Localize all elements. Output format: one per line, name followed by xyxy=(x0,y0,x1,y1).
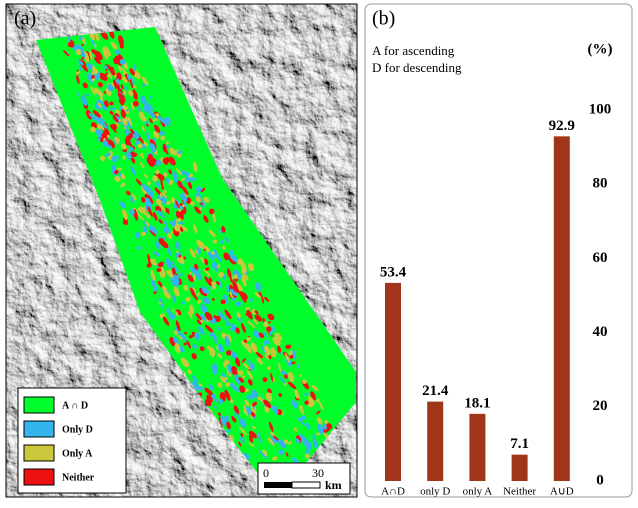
bar xyxy=(385,283,401,481)
value-label: 7.1 xyxy=(510,436,529,452)
value-label: 21.4 xyxy=(422,383,449,399)
panel-label: (a) xyxy=(14,8,36,30)
legend-swatch xyxy=(24,397,54,413)
legend-label: Only A xyxy=(62,448,93,459)
y-tick-label: 80 xyxy=(593,176,608,192)
y-unit: (%) xyxy=(588,41,613,57)
y-tick-label: 0 xyxy=(596,472,604,488)
x-tick-label: Neither xyxy=(503,486,536,498)
scale-label: 30 xyxy=(312,466,324,480)
panel-label: (b) xyxy=(372,8,395,30)
legend-label: Only D xyxy=(62,424,93,435)
legend-label: A ∩ D xyxy=(62,400,88,411)
bar xyxy=(469,414,485,481)
bar xyxy=(512,455,528,481)
legend-swatch xyxy=(24,469,54,485)
y-tick-label: 60 xyxy=(593,250,608,266)
value-label: 92.9 xyxy=(549,118,575,134)
scale-label: 0 xyxy=(263,466,269,480)
scale-bar xyxy=(264,482,292,488)
figure: (a) A ∩ D Only D Only A Neither 0 30 km (b)… xyxy=(0,0,638,503)
y-tick-label: 100 xyxy=(589,101,612,117)
legend-swatch xyxy=(24,445,54,461)
scale-unit: km xyxy=(325,478,342,492)
scale-bar xyxy=(292,482,320,488)
annotation: D for descending xyxy=(372,60,462,75)
bar xyxy=(554,136,570,481)
y-tick-label: 40 xyxy=(593,324,608,340)
annotation: A for ascending xyxy=(372,43,455,58)
legend-label: Neither xyxy=(62,472,95,483)
bar xyxy=(427,402,443,481)
value-label: 53.4 xyxy=(380,264,407,280)
x-tick-label: only A xyxy=(463,486,493,498)
y-tick-label: 20 xyxy=(593,398,608,414)
value-label: 18.1 xyxy=(464,395,490,411)
x-tick-label: A∪D xyxy=(550,486,574,498)
legend-swatch xyxy=(24,421,54,437)
panel-a: (a) A ∩ D Only D Only A Neither 0 30 km xyxy=(0,0,360,500)
x-tick-label: A∩D xyxy=(381,486,405,498)
x-tick-label: only D xyxy=(420,486,450,498)
